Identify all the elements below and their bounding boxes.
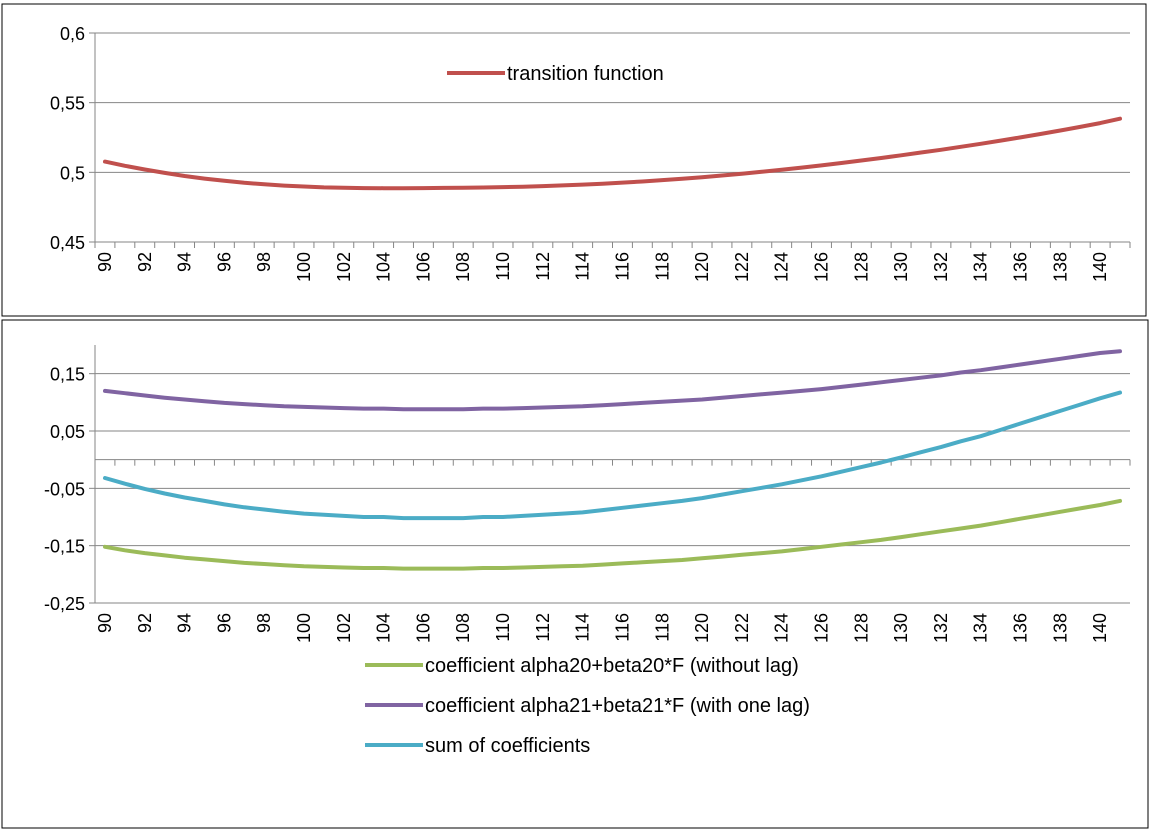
chart2-y-tick-label: -0,15 bbox=[44, 537, 85, 557]
chart2-x-tick-label: 106 bbox=[413, 613, 433, 643]
chart2-x-tick-label: 94 bbox=[175, 613, 195, 633]
chart2-y-tick-label: 0,05 bbox=[50, 422, 85, 442]
chart1-x-tick-label: 130 bbox=[891, 252, 911, 282]
chart2-x-tick-label: 92 bbox=[135, 613, 155, 633]
chart2-x-tick-label: 136 bbox=[1011, 613, 1031, 643]
chart1-x-tick-label: 126 bbox=[811, 252, 831, 282]
chart2-x-tick-label: 120 bbox=[692, 613, 712, 643]
chart2-x-tick-label: 96 bbox=[214, 613, 234, 633]
chart1-plot: 0,6 0,55 0,5 0,45 90 92 94 96 98 100 102 104 106 108 1… bbox=[50, 24, 1131, 282]
chart1-y-tick-label: 0,45 bbox=[50, 233, 85, 253]
chart2-x-tick-label: 110 bbox=[493, 613, 513, 642]
chart1-x-tick-label: 92 bbox=[135, 252, 155, 272]
chart2-x-tick-label: 126 bbox=[811, 613, 831, 643]
chart1-x-tick-label: 98 bbox=[254, 252, 274, 272]
chart2-x-tick-label: 138 bbox=[1050, 613, 1070, 643]
chart1-x-tick-label: 114 bbox=[573, 252, 593, 281]
chart1-x-tick-label: 124 bbox=[772, 252, 792, 282]
chart1-frame bbox=[1, 3, 1147, 317]
chart2-x-tick-label: 108 bbox=[453, 613, 473, 643]
chart2-x-tick-label: 114 bbox=[573, 613, 593, 642]
chart2-series-line-3 bbox=[103, 390, 1122, 521]
chart1-x-tick-label: 110 bbox=[493, 252, 513, 281]
chart1-y-tick-label: 0,55 bbox=[50, 94, 85, 114]
chart1-x-tick-label: 94 bbox=[175, 252, 195, 272]
chart2-series-line-1 bbox=[103, 498, 1122, 571]
chart2-x-tick-label: 130 bbox=[891, 613, 911, 643]
chart1-x-tick-label: 96 bbox=[214, 252, 234, 272]
chart1-y-tick-label: 0,5 bbox=[60, 163, 85, 183]
chart2-x-tick-label: 112 bbox=[533, 613, 553, 642]
chart2-x-tick-label: 140 bbox=[1090, 613, 1110, 643]
chart2-x-tick-label: 124 bbox=[772, 613, 792, 643]
chart1-x-tick-label: 138 bbox=[1050, 252, 1070, 282]
chart2-y-tick-label: -0,25 bbox=[44, 594, 85, 614]
chart2-x-tick-label: 104 bbox=[374, 613, 394, 643]
chart2-series-line-2 bbox=[103, 349, 1122, 412]
chart1-series-line-1 bbox=[103, 116, 1122, 191]
chart2-y-tick-label: -0,05 bbox=[44, 479, 85, 499]
chart2-legend-label-3: sum of coefficients bbox=[425, 735, 590, 757]
chart1-x-tick-label: 108 bbox=[453, 252, 473, 282]
chart1-x-tick-label: 116 bbox=[612, 252, 632, 281]
chart2-x-tick-label: 132 bbox=[931, 613, 951, 643]
chart2-legend-label-2: coefficient alpha21+beta21*F (with one l… bbox=[425, 695, 810, 717]
chart1-x-tick-label: 118 bbox=[652, 252, 672, 281]
chart2-x-tick-label: 90 bbox=[95, 613, 115, 633]
chart1-x-tick-label: 122 bbox=[732, 252, 752, 282]
chart2-x-tick-label: 102 bbox=[334, 613, 354, 643]
chart2-y-tick-label: 0,15 bbox=[50, 365, 85, 385]
chart1-x-tick-label: 104 bbox=[374, 252, 394, 282]
chart1-x-tick-label: 106 bbox=[413, 252, 433, 282]
chart2-x-tick-label: 116 bbox=[612, 613, 632, 642]
chart1-x-tick-label: 136 bbox=[1011, 252, 1031, 282]
chart1-x-tick-label: 128 bbox=[851, 252, 871, 282]
chart2-x-tick-label: 122 bbox=[732, 613, 752, 643]
chart2-x-tick-label: 100 bbox=[294, 613, 314, 643]
chart2-x-tick-label: 128 bbox=[851, 613, 871, 643]
chart1-x-tick-label: 140 bbox=[1090, 252, 1110, 282]
chart1-x-tick-label: 132 bbox=[931, 252, 951, 282]
chart1-legend-label-1: transition function bbox=[507, 63, 664, 85]
chart1-y-tick-label: 0,6 bbox=[60, 24, 85, 44]
chart1-x-tick-label: 120 bbox=[692, 252, 712, 282]
chart1-x-tick-label: 90 bbox=[95, 252, 115, 272]
chart1-x-tick-label: 134 bbox=[971, 252, 991, 282]
chart2-x-tick-label: 98 bbox=[254, 613, 274, 633]
chart1-x-tick-label: 102 bbox=[334, 252, 354, 282]
chart2-legend-label-1: coefficient alpha20+beta20*F (without la… bbox=[425, 655, 799, 677]
chart1-x-tick-label: 112 bbox=[533, 252, 553, 281]
chart2-x-tick-label: 134 bbox=[971, 613, 991, 643]
chart2-x-tick-label: 118 bbox=[652, 613, 672, 642]
chart1-x-tick-label: 100 bbox=[294, 252, 314, 282]
chart2-plot: 0,15 0,05 -0,05 -0,15 -0,25 90 92 94 96 98 100 102 1… bbox=[44, 345, 1131, 757]
